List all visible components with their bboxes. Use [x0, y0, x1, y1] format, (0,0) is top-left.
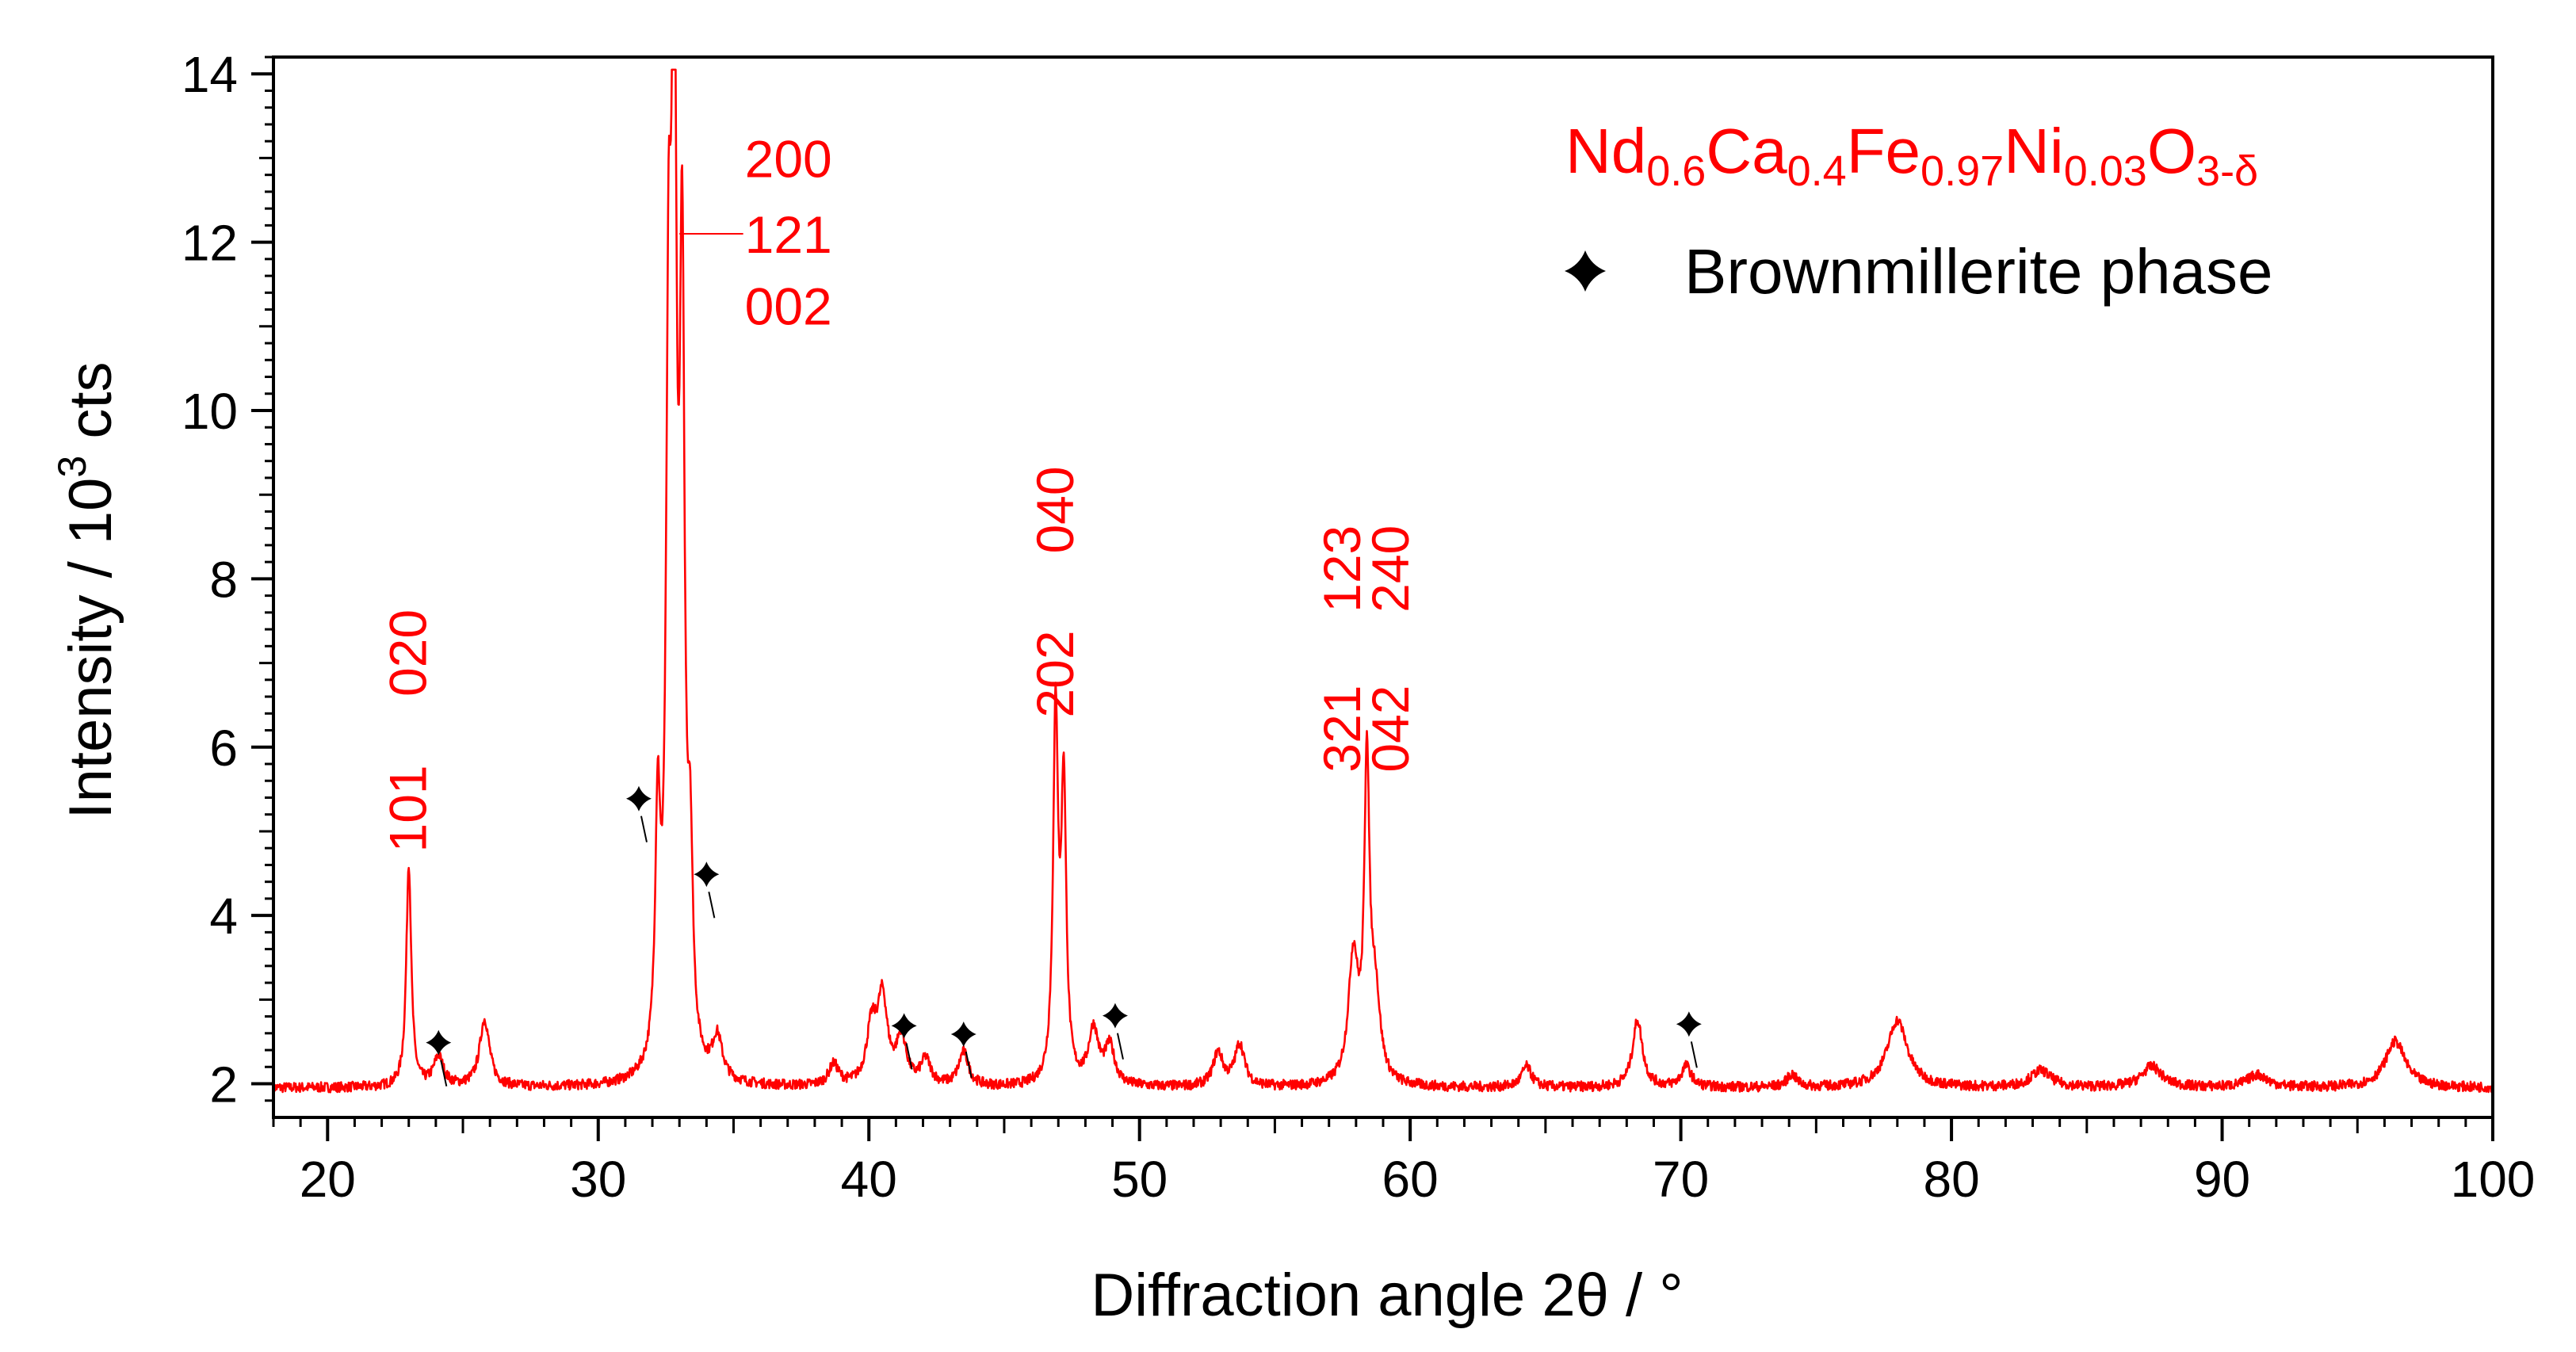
- brownmillerite-markers: [426, 785, 1702, 1087]
- brownmillerite-marker-icon: [625, 785, 652, 812]
- y-tick-label: 10: [182, 383, 238, 440]
- x-axis-label: Diffraction angle 2θ / °: [1091, 1262, 1683, 1329]
- formula-element: Fe: [1847, 116, 1921, 186]
- legend-brownmillerite-label: Brownmillerite phase: [1684, 236, 2273, 307]
- hkl-label: 240: [1361, 525, 1420, 613]
- xrd-pattern-line: [272, 68, 2494, 1094]
- legend: Nd0.6Ca0.4Fe0.97Ni0.03O3-δ Brownmillerit…: [1565, 116, 2273, 307]
- formula-subscript: 0.97: [1921, 147, 2004, 195]
- x-tick-label: 40: [841, 1151, 897, 1208]
- x-tick-label: 20: [300, 1151, 356, 1208]
- hkl-label: 200: [745, 129, 832, 188]
- hkl-label: 040: [1026, 466, 1084, 553]
- x-tick-label: 80: [1923, 1151, 1979, 1208]
- hkl-label: 101: [379, 765, 438, 852]
- marker-leader-line: [905, 1043, 913, 1070]
- brownmillerite-marker-icon: [950, 1022, 977, 1048]
- hkl-label: 202: [1026, 630, 1084, 717]
- formula-subscript: 0.03: [2064, 147, 2147, 195]
- x-tick-label: 50: [1111, 1151, 1168, 1208]
- legend-diamond-marker-icon: [1565, 250, 1606, 292]
- y-tick-label: 8: [209, 551, 238, 608]
- y-axis-label-main: Intensity / 10: [57, 478, 124, 819]
- formula-element: O: [2147, 116, 2196, 186]
- formula-element: Nd: [1565, 116, 1646, 186]
- formula-element: Ni: [2004, 116, 2064, 186]
- marker-leader-line: [708, 892, 716, 919]
- marker-leader-line: [440, 1060, 448, 1087]
- marker-leader-line: [1690, 1041, 1698, 1068]
- hkl-label: 020: [379, 609, 438, 697]
- x-tick-label: 100: [2451, 1151, 2536, 1208]
- brownmillerite-marker-icon: [426, 1029, 452, 1056]
- y-tick-label: 4: [209, 888, 238, 945]
- hkl-label: 321: [1313, 685, 1371, 772]
- y-axis-label-unit: cts: [57, 362, 124, 456]
- hkl-label: 002: [745, 277, 832, 335]
- y-tick-label: 12: [182, 215, 238, 272]
- hkl-labels: 101 020 200 121 002 202 040 321 123 042 240: [379, 129, 1420, 852]
- x-tick-label: 30: [570, 1151, 626, 1208]
- x-tick-label: 60: [1382, 1151, 1439, 1208]
- formula-subscript: 0.6: [1646, 147, 1706, 195]
- y-axis-label-exponent: 3: [50, 456, 94, 478]
- legend-formula: Nd0.6Ca0.4Fe0.97Ni0.03O3-δ: [1565, 116, 2258, 195]
- brownmillerite-marker-icon: [1676, 1011, 1702, 1037]
- brownmillerite-marker-icon: [1102, 1003, 1128, 1029]
- marker-leader-line: [640, 815, 648, 842]
- y-tick-label: 14: [182, 46, 238, 103]
- hkl-label: 123: [1313, 525, 1371, 613]
- brownmillerite-marker-icon: [694, 861, 720, 888]
- y-axis: 2 4 6 8 10 12 14: [182, 46, 273, 1113]
- hkl-label: 121: [745, 205, 832, 264]
- x-tick-label: 70: [1653, 1151, 1709, 1208]
- x-axis: 20 30 40 50 60 70 80 90 100: [272, 1117, 2536, 1208]
- formula-subscript: 0.4: [1787, 147, 1847, 195]
- marker-leader-line: [965, 1051, 973, 1079]
- x-tick-label: 90: [2194, 1151, 2250, 1208]
- brownmillerite-marker-icon: [891, 1013, 917, 1039]
- y-tick-label: 6: [209, 720, 238, 777]
- y-tick-label: 2: [209, 1056, 238, 1113]
- formula-element: Ca: [1706, 116, 1787, 186]
- y-axis-label: Intensity / 103 cts: [50, 362, 124, 819]
- hkl-label: 042: [1361, 685, 1420, 772]
- formula-subscript: 3-δ: [2196, 147, 2258, 195]
- marker-leader-line: [1116, 1033, 1124, 1060]
